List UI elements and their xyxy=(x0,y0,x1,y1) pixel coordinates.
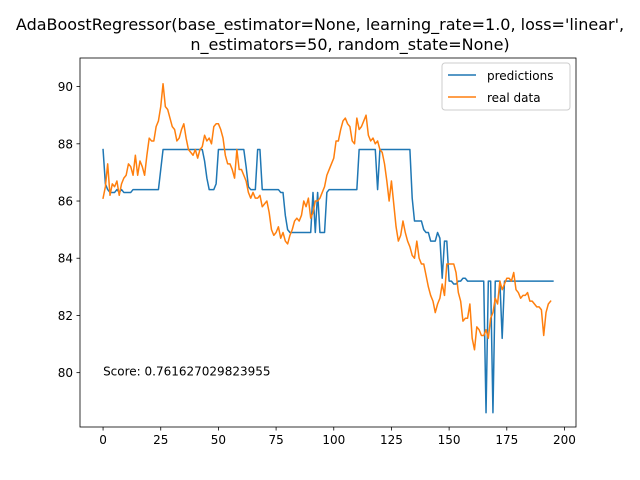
x-tick-label: 150 xyxy=(438,433,461,447)
x-tick-label: 100 xyxy=(322,433,345,447)
x-tick-label: 125 xyxy=(380,433,403,447)
y-tick-label: 80 xyxy=(58,366,73,380)
series-line-predictions xyxy=(102,148,554,414)
legend: predictions real data xyxy=(441,62,571,111)
chart-title-line-2: n_estimators=50, random_state=None) xyxy=(190,35,509,55)
y-tick-label: 86 xyxy=(58,195,73,209)
legend-label-predictions: predictions xyxy=(487,69,553,83)
series-layer xyxy=(102,82,554,414)
axes-layer: 0 25 50 75 100 125 150 175 200 80 82 84 86 88 90 xyxy=(58,57,577,447)
chart-title-line-1: AdaBoostRegressor(base_estimator=None, l… xyxy=(16,15,624,35)
plot-frame xyxy=(79,57,577,428)
y-tick-label: 90 xyxy=(58,80,73,94)
y-tick-label: 84 xyxy=(58,252,73,266)
x-tick-label: 175 xyxy=(495,433,518,447)
x-tick-label: 50 xyxy=(211,433,226,447)
x-tick-label: 75 xyxy=(268,433,283,447)
y-tick-label: 82 xyxy=(58,309,73,323)
x-tick-label: 25 xyxy=(153,433,168,447)
x-tick-label: 0 xyxy=(99,433,107,447)
y-tick-label: 88 xyxy=(58,137,73,151)
series-line-real-data xyxy=(102,82,552,351)
legend-label-real-data: real data xyxy=(487,91,541,105)
x-tick-label: 200 xyxy=(553,433,576,447)
score-annotation: Score: 0.761627029823955 xyxy=(103,365,270,379)
